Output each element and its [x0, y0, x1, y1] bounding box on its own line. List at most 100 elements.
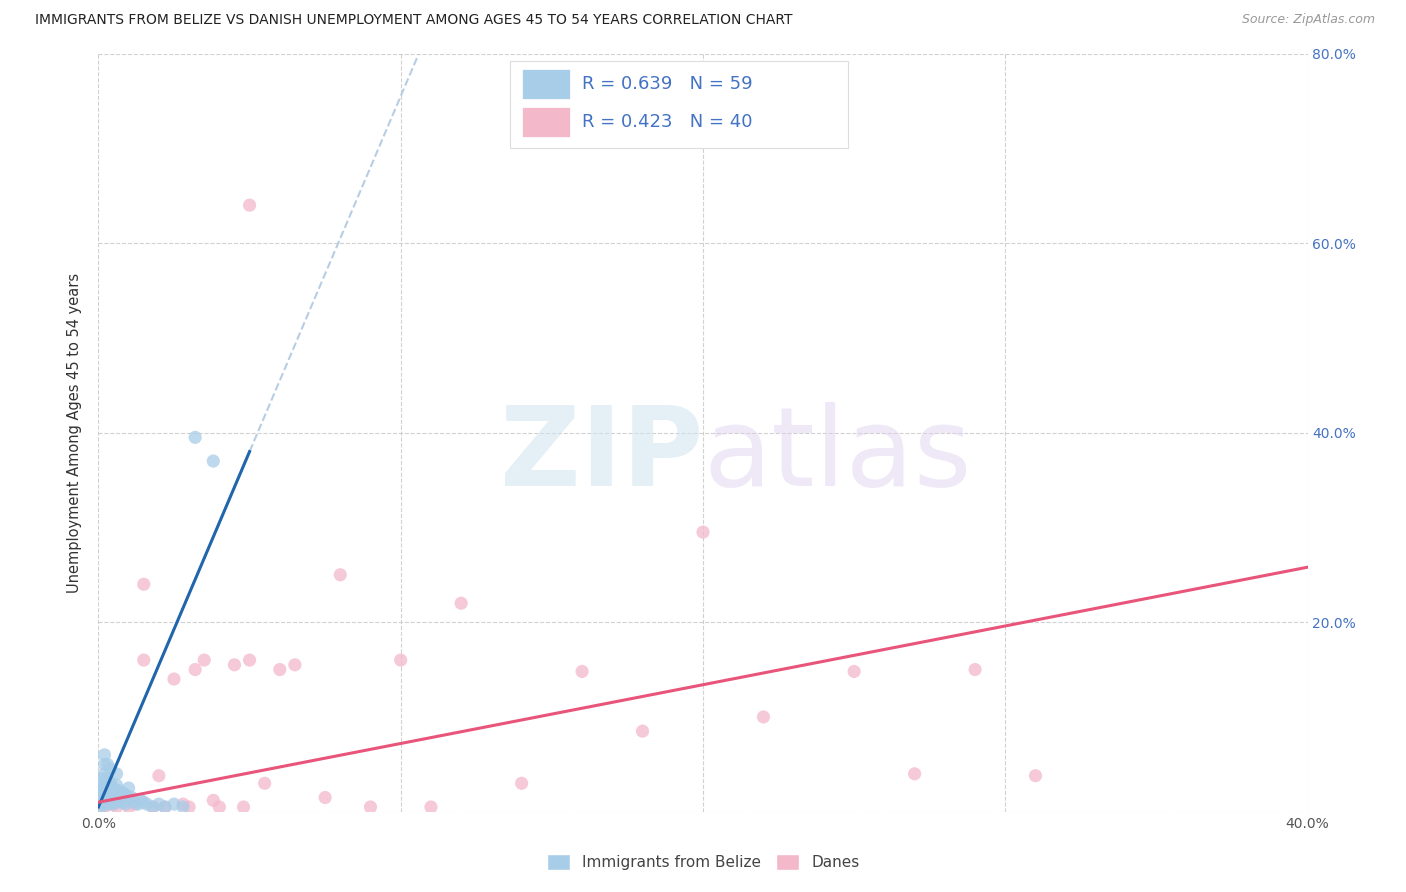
Point [118, 793, 141, 807]
Point [253, 776, 276, 790]
Text: R = 0.423   N = 40: R = 0.423 N = 40 [582, 112, 752, 131]
Point [93, 786, 115, 800]
Point [96, 788, 118, 802]
Point [269, 663, 291, 677]
Point [239, 198, 262, 212]
Point [904, 767, 927, 781]
Point [360, 800, 382, 814]
Point [111, 786, 134, 800]
Point [172, 800, 194, 814]
Point [132, 795, 155, 809]
Point [135, 797, 157, 812]
Point [90, 772, 112, 786]
Point [329, 567, 352, 582]
Point [93, 776, 115, 790]
Point [179, 800, 201, 814]
Point [105, 767, 128, 781]
Point [208, 800, 231, 814]
Point [105, 800, 128, 814]
Point [148, 769, 170, 783]
Point [111, 795, 134, 809]
Point [420, 800, 443, 814]
Point [284, 657, 307, 672]
Point [100, 797, 122, 812]
Point [100, 776, 122, 790]
Point [202, 454, 225, 468]
Point [132, 653, 155, 667]
Point [90, 788, 112, 802]
Point [108, 784, 131, 798]
Point [100, 786, 122, 800]
Point [93, 790, 115, 805]
Point [118, 800, 141, 814]
Point [90, 793, 112, 807]
Point [121, 790, 143, 805]
Point [103, 790, 125, 805]
Point [93, 795, 115, 809]
Point [163, 672, 186, 686]
Point [510, 776, 533, 790]
Point [114, 797, 136, 812]
Point [118, 780, 141, 795]
Point [96, 757, 118, 772]
Text: R = 0.639   N = 59: R = 0.639 N = 59 [582, 75, 752, 93]
Text: Source: ZipAtlas.com: Source: ZipAtlas.com [1241, 13, 1375, 27]
Point [105, 788, 128, 802]
Point [90, 776, 112, 790]
Point [96, 793, 118, 807]
Point [90, 790, 112, 805]
Point [127, 797, 149, 812]
Point [571, 665, 593, 679]
Point [90, 780, 112, 795]
Point [90, 795, 112, 809]
Point [389, 653, 412, 667]
Point [93, 780, 115, 795]
Point [93, 767, 115, 781]
Point [232, 800, 254, 814]
Point [224, 657, 246, 672]
Point [108, 793, 131, 807]
Point [202, 793, 225, 807]
Point [184, 663, 207, 677]
Point [93, 800, 115, 814]
Point [111, 795, 134, 809]
Point [163, 797, 186, 812]
FancyBboxPatch shape [522, 107, 569, 137]
Text: IMMIGRANTS FROM BELIZE VS DANISH UNEMPLOYMENT AMONG AGES 45 TO 54 YEARS CORRELAT: IMMIGRANTS FROM BELIZE VS DANISH UNEMPLO… [35, 13, 793, 28]
Point [105, 795, 128, 809]
Point [153, 800, 176, 814]
Point [100, 762, 122, 776]
FancyBboxPatch shape [522, 69, 569, 99]
Point [132, 577, 155, 591]
Point [631, 724, 654, 739]
Legend: Immigrants from Belize, Danes: Immigrants from Belize, Danes [540, 848, 866, 876]
Point [90, 800, 112, 814]
Point [103, 780, 125, 795]
Point [692, 525, 714, 540]
Point [184, 430, 207, 444]
Point [129, 793, 152, 807]
Text: atlas: atlas [703, 402, 972, 508]
Point [450, 596, 472, 610]
Text: ZIP: ZIP [499, 402, 703, 508]
Point [96, 780, 118, 795]
Point [314, 790, 336, 805]
Point [239, 653, 262, 667]
FancyBboxPatch shape [509, 62, 848, 148]
Point [105, 778, 128, 792]
Point [148, 797, 170, 812]
Point [124, 797, 146, 812]
Point [96, 797, 118, 812]
Point [96, 772, 118, 786]
Point [172, 797, 194, 812]
Point [193, 653, 215, 667]
Point [153, 800, 176, 814]
Point [752, 710, 775, 724]
Point [103, 797, 125, 812]
Point [90, 786, 112, 800]
Point [93, 747, 115, 762]
Point [90, 784, 112, 798]
Point [100, 795, 122, 809]
Y-axis label: Unemployment Among Ages 45 to 54 years: Unemployment Among Ages 45 to 54 years [67, 273, 83, 592]
Point [844, 665, 866, 679]
